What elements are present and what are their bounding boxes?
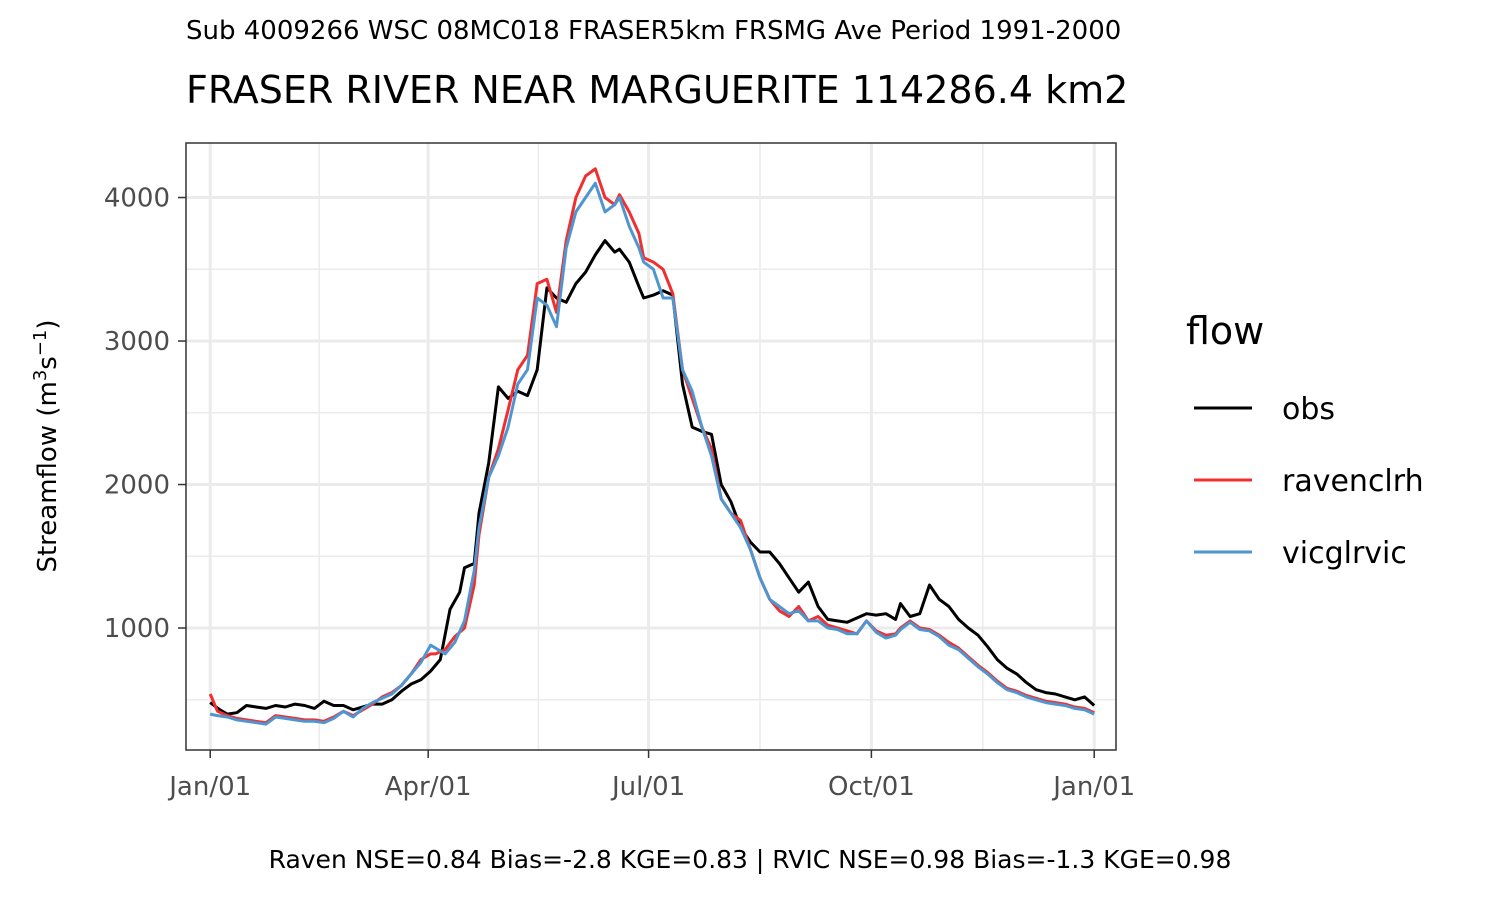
legend-label-obs: obs [1282, 392, 1335, 427]
legend-title: flow [1186, 309, 1264, 353]
y-tick-label: 3000 [104, 327, 170, 357]
x-tick-label: Oct/01 [828, 772, 915, 802]
series-line-ravenclrh [208, 167, 1095, 725]
series-line-obs [209, 239, 1096, 716]
y-tick-label: 2000 [104, 471, 170, 501]
axes: 1000 2000 3000 4000 Jan/01 Apr/01 Jul/01 Oct/01… [104, 184, 1135, 802]
y-tick-label: 4000 [104, 184, 170, 214]
x-tick-label: Jan/01 [167, 772, 251, 802]
grid [186, 143, 1116, 750]
legend-label-ravenclrh: ravenclrh [1282, 464, 1424, 499]
x-tick-label: Jan/01 [1051, 772, 1135, 802]
legend: flow obs ravenclrh vicglrvic [1186, 309, 1424, 571]
series-line-vicglrvic [209, 181, 1095, 726]
legend-label-vicglrvic: vicglrvic [1282, 536, 1407, 571]
x-tick-label: Apr/01 [385, 772, 472, 802]
model-metrics-caption: Raven NSE=0.84 Bias=-2.8 KGE=0.83 | RVIC… [268, 845, 1232, 874]
y-axis-title: Streamflow (m3s−1) [30, 319, 63, 572]
series-lines [208, 167, 1096, 726]
chart-subtitle: Sub 4009266 WSC 08MC018 FRASER5km FRSMG … [186, 16, 1122, 46]
panel-border [185, 142, 1117, 751]
y-tick-label: 1000 [104, 614, 170, 644]
x-tick-label: Jul/01 [610, 772, 685, 802]
chart-title: FRASER RIVER NEAR MARGUERITE 114286.4 km… [186, 68, 1129, 112]
